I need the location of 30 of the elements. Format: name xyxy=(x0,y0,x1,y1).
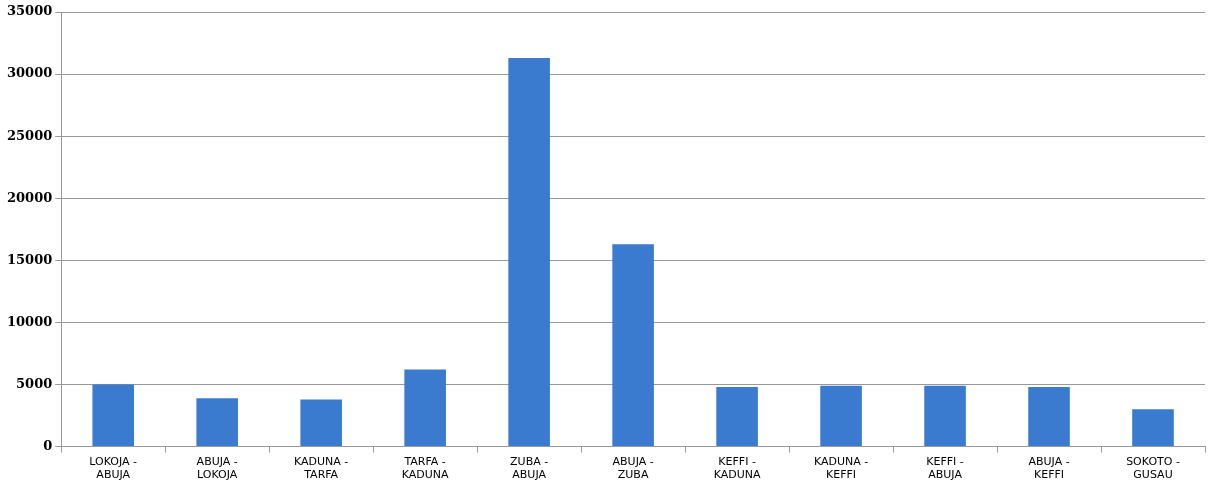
bar xyxy=(300,399,342,447)
y-tick-label: 5000 xyxy=(16,375,53,391)
bar xyxy=(1132,409,1174,447)
y-tick-label: 0 xyxy=(43,437,53,453)
x-tick-label: TARFA - KADUNA xyxy=(401,455,450,482)
y-tick-label: 35000 xyxy=(6,3,53,19)
bar xyxy=(612,244,654,447)
x-tick-label: KADUNA - TARFA xyxy=(294,455,349,482)
bar xyxy=(196,398,238,447)
bar xyxy=(404,369,446,447)
x-tick-label: ABUJA - LOKOJA xyxy=(196,455,238,482)
bar xyxy=(508,57,550,447)
x-tick-label: ABUJA - ZUBA xyxy=(612,455,654,482)
bar xyxy=(1028,387,1070,447)
y-tick-label: 30000 xyxy=(6,65,53,81)
y-tick-label: 20000 xyxy=(6,189,53,205)
y-tick-label: 15000 xyxy=(6,251,53,267)
bar xyxy=(92,384,135,447)
x-tick-label: LOKOJA - ABUJA xyxy=(89,455,138,482)
bar xyxy=(716,387,758,447)
y-tick-label: 25000 xyxy=(6,127,53,143)
x-tick-label: KEFFI - ABUJA xyxy=(926,455,964,482)
x-tick-label: SOKOTO - GUSAU xyxy=(1126,455,1180,482)
x-tick-label: ZUBA - ABUJA xyxy=(510,455,549,482)
x-tick-label: ABUJA - KEFFI xyxy=(1028,455,1070,482)
x-tick-label: KADUNA - KEFFI xyxy=(813,455,869,482)
y-tick-label: 10000 xyxy=(6,313,53,329)
x-tick-label: KEFFI - KADUNA xyxy=(713,455,761,482)
bar xyxy=(924,385,966,447)
bar xyxy=(820,385,862,447)
